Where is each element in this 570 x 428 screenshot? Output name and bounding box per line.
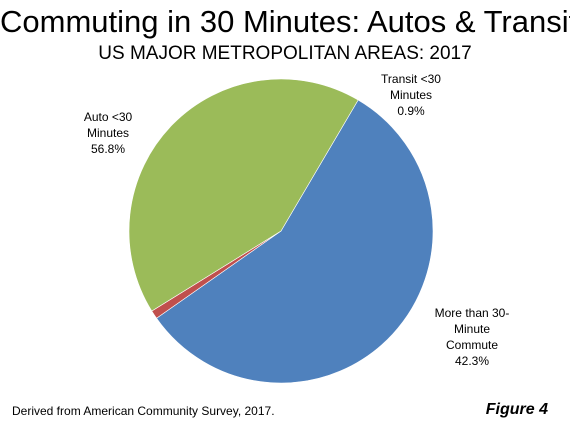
figure-number: Figure 4 <box>485 401 548 418</box>
slice-label-line: Commute <box>445 338 498 352</box>
slice-value-label: 56.8% <box>90 142 126 156</box>
chart-title: Commuting in 30 Minutes: Autos & Transit <box>0 4 570 39</box>
slice-label-line: Minutes <box>389 88 433 102</box>
slice-auto-under-30 <box>156 99 434 384</box>
slice-label-line: Auto <30 <box>83 110 133 124</box>
slice-label-line: More than 30- <box>434 306 510 320</box>
slice-value-label: 0.9% <box>397 104 425 118</box>
slice-label-auto-under-30: Auto <30 Minutes 56.8% <box>56 109 160 157</box>
slice-label-line: Transit <30 <box>381 72 441 86</box>
chart-subtitle: US MAJOR METROPOLITAN AREAS: 2017 <box>98 43 472 64</box>
slice-label-line: Minute <box>453 322 491 336</box>
slice-value-label: 42.3% <box>454 354 490 368</box>
slice-label-over-30-minutes: More than 30- Minute Commute 42.3% <box>416 305 528 369</box>
slice-over-30-minutes <box>128 78 359 312</box>
slice-label-transit-under-30: Transit <30 Minutes 0.9% <box>362 71 460 119</box>
slice-label-line: Minutes <box>86 126 130 140</box>
source-note: Derived from American Community Survey, … <box>12 404 275 418</box>
